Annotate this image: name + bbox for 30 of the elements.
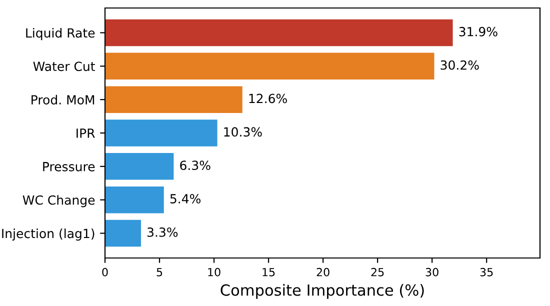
- x-tick-label: 15: [262, 268, 275, 276]
- y-tick-label: WC Change: [22, 195, 95, 208]
- bar: [105, 153, 174, 180]
- data-label: 30.2%: [440, 60, 479, 70]
- bar: [105, 19, 453, 46]
- x-tick-label: 35: [480, 268, 493, 276]
- x-axis-title: Composite Importance (%): [220, 284, 424, 299]
- x-tick-label: 5: [156, 268, 162, 276]
- data-label: 5.4%: [170, 194, 200, 204]
- y-tick-label: IPR: [76, 128, 95, 138]
- y-tick-label: Water Cut: [33, 62, 95, 72]
- x-tick-label: 10: [208, 268, 220, 276]
- bar: [105, 186, 164, 214]
- data-label: 10.3%: [224, 127, 262, 137]
- y-tick-label: Injection (lag1): [2, 228, 94, 241]
- bar: [105, 120, 218, 146]
- y-tick-label: Prod. MoM: [32, 94, 94, 105]
- data-label: 31.9%: [459, 26, 498, 36]
- y-tick-label: Pressure: [43, 162, 95, 172]
- data-label: 12.6%: [249, 94, 287, 104]
- y-tick-label: Liquid Rate: [26, 28, 95, 40]
- data-label: 3.3%: [147, 227, 178, 237]
- bar: [105, 220, 141, 247]
- bar: [105, 52, 434, 80]
- data-label: 6.3%: [180, 160, 210, 170]
- bar: [105, 86, 242, 113]
- x-tick-label: 20: [316, 268, 330, 276]
- x-tick-label: 30: [426, 268, 438, 276]
- x-tick-label: 0: [102, 268, 108, 276]
- x-tick-label: 25: [371, 268, 384, 276]
